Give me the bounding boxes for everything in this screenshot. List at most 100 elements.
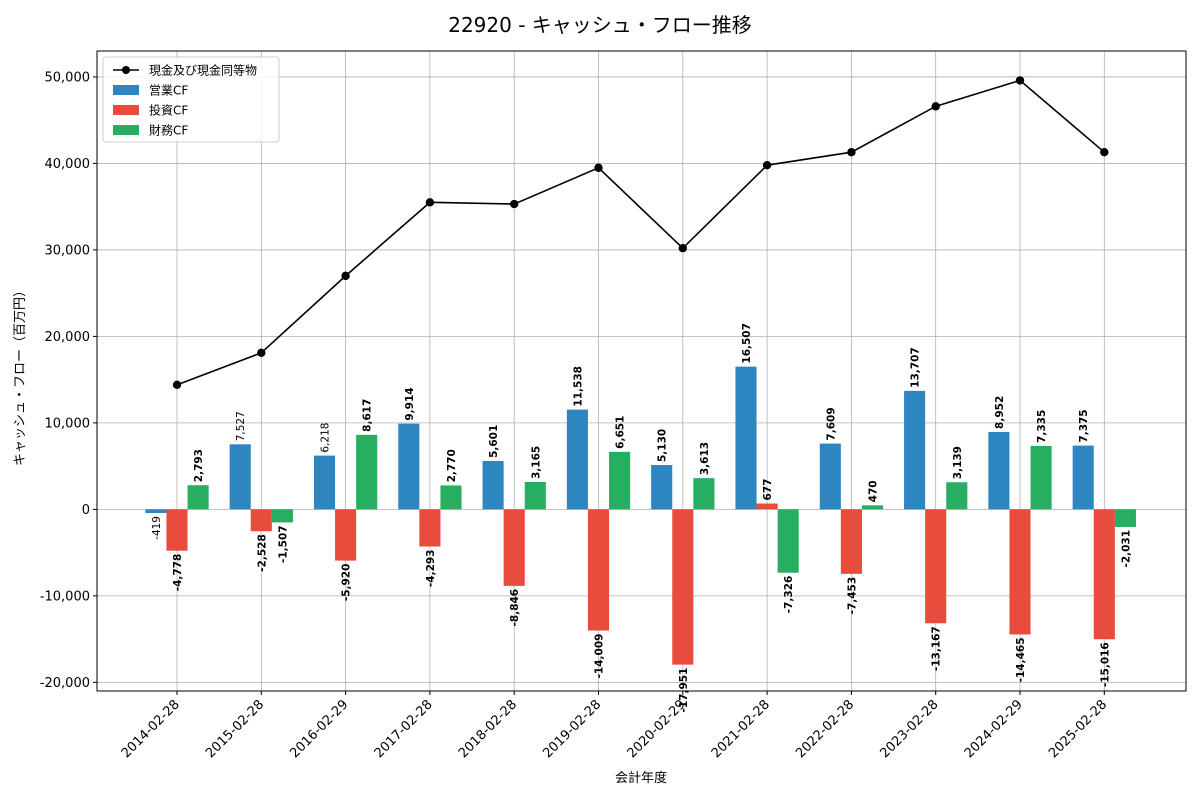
x-tick-label: 2015-02-28 bbox=[203, 697, 267, 761]
x-axis-title: 会計年度 bbox=[615, 770, 667, 786]
x-tick-label: 2025-02-28 bbox=[1046, 697, 1110, 761]
cash-point bbox=[762, 160, 772, 170]
bar-value-label: 3,139 bbox=[952, 446, 964, 479]
bar bbox=[335, 509, 357, 561]
bar-value-label: 470 bbox=[868, 480, 880, 502]
legend-frame bbox=[102, 56, 280, 143]
x-tick-label: 2014-02-28 bbox=[119, 697, 183, 761]
bar-value-label: -1,507 bbox=[277, 525, 289, 563]
bar bbox=[419, 509, 441, 547]
bar bbox=[145, 509, 167, 514]
bar bbox=[904, 390, 926, 510]
legend-swatch bbox=[113, 105, 139, 115]
cash-point bbox=[931, 102, 940, 111]
bar bbox=[166, 509, 188, 551]
bar bbox=[1030, 445, 1052, 510]
bar bbox=[229, 444, 251, 510]
bar-value-label: 3,613 bbox=[699, 442, 711, 475]
cash-point bbox=[678, 243, 687, 253]
cash-point bbox=[510, 199, 519, 209]
cash-point bbox=[1015, 76, 1025, 85]
bar bbox=[250, 509, 272, 532]
bar-value-label: 6,651 bbox=[615, 416, 627, 449]
bar bbox=[271, 509, 293, 523]
y-tick-label: 40,000 bbox=[45, 157, 91, 172]
legend-label: 営業CF bbox=[149, 84, 188, 98]
bar-value-label: 3,165 bbox=[530, 446, 542, 479]
bar-value-label: 7,335 bbox=[1036, 410, 1048, 443]
bar bbox=[356, 434, 378, 510]
bar-value-label: -4,293 bbox=[425, 550, 437, 588]
bar-value-label: -17,951 bbox=[678, 668, 690, 713]
x-tick-label: 2019-02-28 bbox=[540, 697, 604, 761]
bar bbox=[398, 423, 420, 510]
bar bbox=[503, 509, 525, 586]
bar-value-label: -7,326 bbox=[783, 576, 795, 614]
x-tick-label: 2020-02-29 bbox=[625, 697, 689, 761]
y-axis-title: キャッシュ・フロー（百万円） bbox=[13, 284, 28, 466]
cash-point bbox=[1100, 147, 1109, 157]
bar bbox=[672, 509, 694, 665]
bar bbox=[440, 485, 462, 510]
y-tick-label: -20,000 bbox=[40, 676, 90, 691]
legend-label: 投資CF bbox=[149, 103, 188, 118]
x-tick-label: 2022-02-28 bbox=[793, 697, 857, 761]
legend-label: 財務CF bbox=[149, 123, 188, 138]
bar-value-label: -2,031 bbox=[1120, 530, 1132, 568]
bar bbox=[587, 509, 610, 631]
bar-value-label: 7,527 bbox=[235, 411, 247, 441]
bar-value-label: -15,016 bbox=[1099, 642, 1111, 687]
cash-point bbox=[341, 271, 350, 281]
bar-value-label: 16,507 bbox=[741, 323, 753, 364]
bar bbox=[1093, 509, 1115, 640]
bar-value-label: 5,601 bbox=[488, 425, 500, 458]
bar-value-label: -14,465 bbox=[1015, 637, 1027, 682]
bar bbox=[840, 509, 862, 574]
bar-label-layer: -419 7,527 6,218 9,914 5,601 11,538 5,130 16,50… bbox=[151, 323, 1133, 712]
x-tick-label: 2018-02-28 bbox=[456, 697, 520, 761]
line-layer bbox=[172, 76, 1109, 390]
bar-value-label: 5,130 bbox=[657, 429, 669, 462]
bar-value-label: 9,914 bbox=[404, 387, 416, 420]
bar-value-label: 8,617 bbox=[362, 399, 374, 432]
bar bbox=[482, 460, 504, 510]
y-tick-label: 30,000 bbox=[45, 243, 91, 258]
bar-value-label: -4,778 bbox=[172, 554, 184, 592]
bar-value-label: 6,218 bbox=[320, 423, 332, 453]
bar bbox=[819, 443, 841, 510]
bar bbox=[756, 503, 778, 510]
bar-value-label: 7,609 bbox=[825, 407, 837, 440]
bar-value-label: -5,920 bbox=[341, 564, 353, 602]
x-tick-label: 2017-02-28 bbox=[372, 697, 436, 761]
bar bbox=[609, 451, 631, 510]
bar-value-label: 2,793 bbox=[193, 449, 205, 482]
bar bbox=[187, 485, 209, 510]
bar-value-label: -2,528 bbox=[256, 534, 268, 572]
bar-value-label: 8,952 bbox=[994, 396, 1006, 429]
x-tick-label: 2023-02-28 bbox=[877, 697, 941, 761]
y-tick-label: 0 bbox=[82, 503, 90, 518]
bar bbox=[693, 478, 715, 510]
bar-value-label: 2,770 bbox=[446, 449, 458, 482]
cash-point bbox=[594, 163, 603, 172]
bar bbox=[946, 482, 968, 510]
x-tick-label: 2021-02-28 bbox=[709, 697, 773, 761]
cash-point bbox=[847, 147, 856, 157]
y-tick-label: -10,000 bbox=[40, 589, 90, 604]
bar bbox=[777, 509, 799, 573]
bar-value-label: 11,538 bbox=[572, 366, 584, 407]
bar bbox=[925, 509, 947, 624]
bar-value-label: -7,453 bbox=[846, 577, 858, 615]
bar-value-label: 13,707 bbox=[910, 347, 922, 388]
bar bbox=[313, 455, 336, 510]
legend-swatch bbox=[113, 85, 139, 95]
x-tick-label: 2016-02-29 bbox=[287, 697, 351, 761]
bar-value-label: 677 bbox=[762, 479, 774, 501]
bar bbox=[1114, 509, 1136, 527]
cash-point bbox=[257, 348, 266, 358]
bar-value-label: 7,375 bbox=[1078, 409, 1090, 442]
x-tick-label: 2024-02-29 bbox=[962, 697, 1026, 761]
